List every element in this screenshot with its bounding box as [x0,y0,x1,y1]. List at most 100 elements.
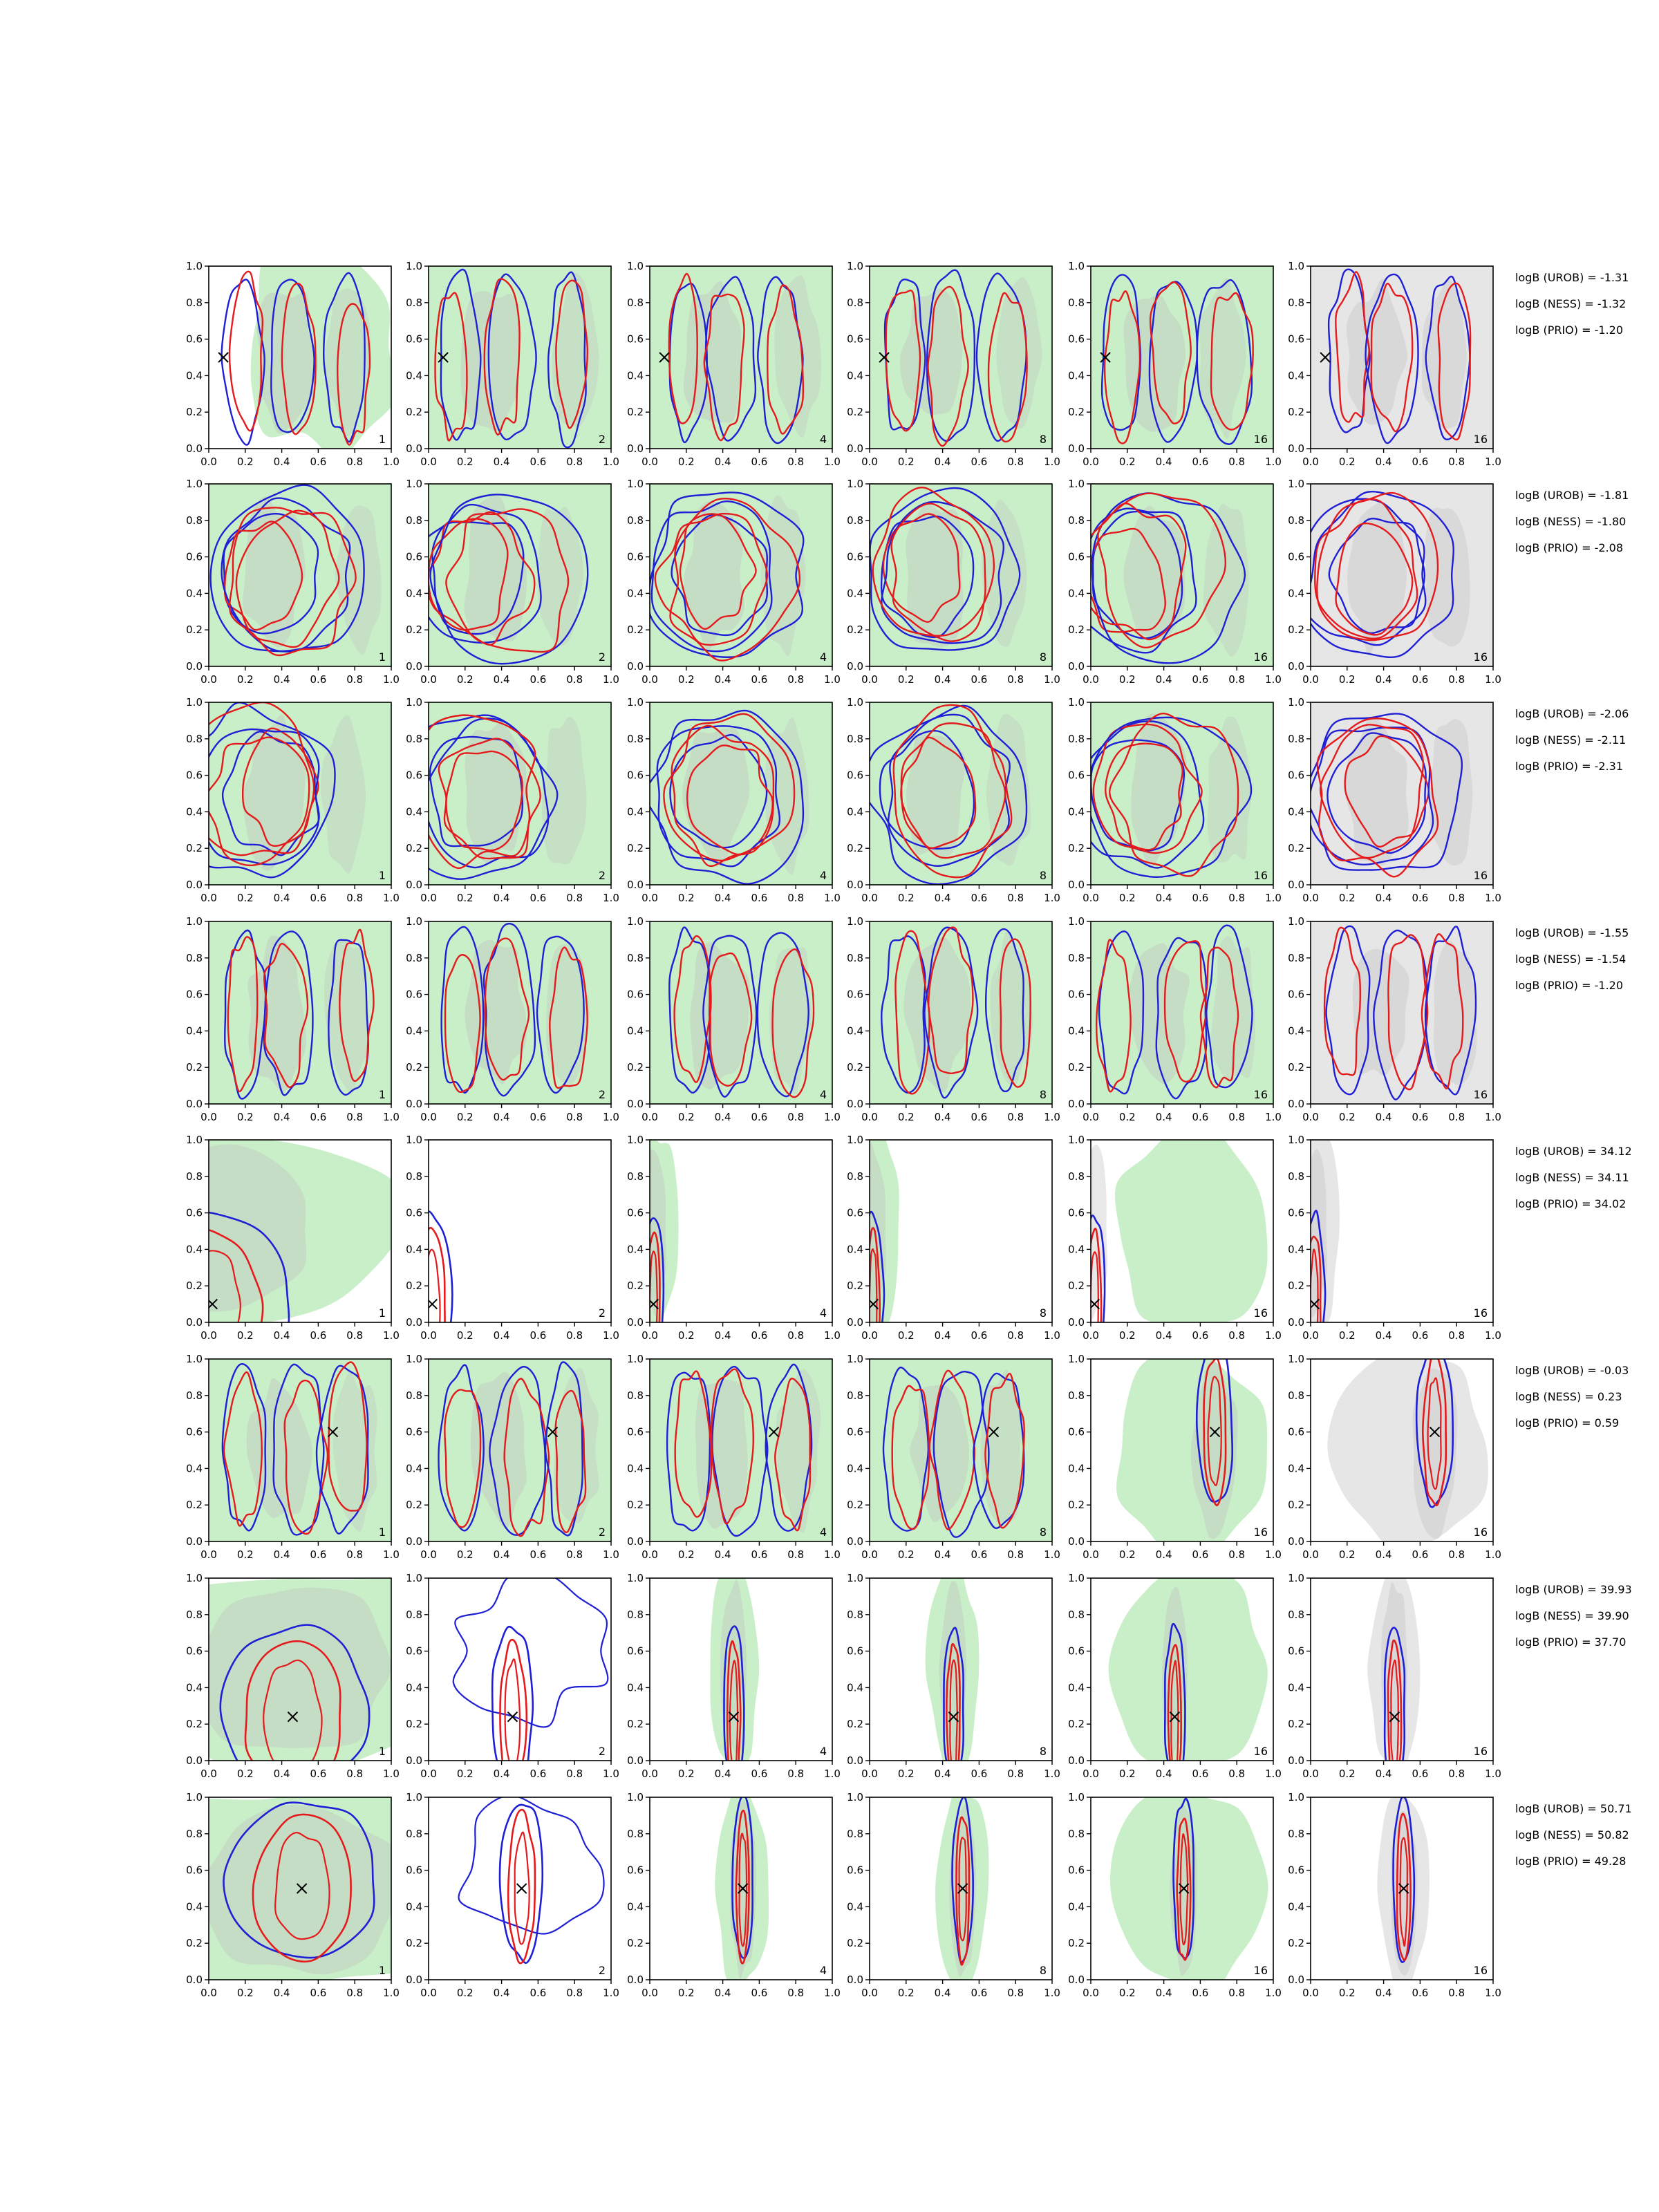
panel-r5-c6: 0.00.0 0.2 0.2 0.4 0.4 0.6 0.6 0.8 0.8 1.0 1.0 16 [1288,1134,1501,1342]
red-contour [654,512,769,646]
y-tick-label: 0.8 [1288,1389,1304,1402]
blue-contour [975,272,1027,442]
blue-contour [932,1371,990,1538]
panel-count-label: 2 [599,1526,606,1539]
y-tick-label: 0.2 [847,1499,863,1511]
y-tick-label: 0.2 [186,842,203,854]
y-tick-label: 1.0 [186,260,203,272]
x-tick-label: 0.6 [1412,1548,1428,1561]
axes-frame [1310,1577,1494,1761]
red-contour [1387,934,1429,1091]
red-contour [328,1361,368,1512]
red-contour [703,293,745,442]
y-tick-label: 0.6 [627,551,644,563]
panel-r3-c3: 0.00.0 0.2 0.2 0.4 0.4 0.6 0.6 0.8 0.8 1.0 1.0 4 [627,696,841,904]
y-tick-label: 1.0 [627,1791,644,1803]
x-tick-label: 0.8 [1228,1111,1245,1123]
x-tick-label: 0.6 [751,1987,767,1999]
x-tick-label: 0.4 [1156,1111,1172,1123]
blue-contour [1424,926,1477,1096]
x-tick-label: 0.4 [494,673,510,686]
axes-frame [1310,1797,1494,1980]
y-tick-label: 1.0 [406,478,422,490]
y-tick-label: 0.2 [627,1061,644,1074]
axes-frame [649,1797,833,1980]
y-tick-label: 0.6 [847,1426,863,1438]
y-tick-label: 0.6 [1288,769,1304,782]
y-tick-label: 0.0 [847,1316,863,1329]
panel-r7-c2: 0.00.0 0.2 0.2 0.4 0.4 0.6 0.6 0.8 0.8 1.0 1.0 2 [406,1572,619,1780]
x-tick-label: 0.6 [529,456,546,468]
y-tick-label: 0.6 [406,1426,422,1438]
blue-contour [1091,739,1185,852]
density-fill [429,921,611,1104]
x-tick-label: 0.0 [1302,892,1319,904]
x-tick-label: 1.0 [383,456,400,468]
y-tick-label: 1.0 [406,1353,422,1365]
x-tick-label: 0.6 [971,456,987,468]
panel-count-label: 16 [1254,869,1268,882]
panel-count-label: 4 [820,1745,827,1758]
panel-count-label: 16 [1254,1526,1268,1539]
red-contour [949,1659,958,1761]
blue-contour [223,513,319,635]
true-value-marker [438,352,449,363]
panel-count-label: 8 [1040,433,1047,446]
y-tick-label: 1.0 [627,1134,644,1146]
red-contour [209,736,310,867]
red-contour [894,930,930,1095]
y-tick-label: 0.2 [1288,1937,1304,1949]
y-tick-label: 1.0 [847,915,863,928]
density-fill [1311,702,1493,885]
axes-frame [649,921,833,1105]
axes-frame [1090,702,1274,885]
y-tick-label: 0.2 [186,624,203,636]
y-tick-label: 1.0 [186,1572,203,1584]
x-tick-label: 0.2 [237,1329,254,1342]
y-tick-label: 0.8 [186,733,203,745]
blue-contour [1311,1210,1327,1322]
x-tick-label: 1.0 [1044,456,1060,468]
logb-label: logB (NESS) = -1.80 [1515,515,1626,528]
logb-label: logB (PRIO) = 37.70 [1515,1635,1626,1649]
logb-label: logB (NESS) = -2.11 [1515,733,1626,747]
y-tick-label: 0.0 [406,1098,422,1110]
y-tick-label: 0.2 [406,624,422,636]
blue-contour [1091,1215,1106,1322]
y-tick-label: 1.0 [627,1572,644,1584]
panel-r1-c6: 0.00.0 0.2 0.2 0.4 0.4 0.6 0.6 0.8 0.8 1.0 1.0 16 [1288,260,1501,468]
x-tick-label: 0.6 [1192,892,1208,904]
panel-count-label: 1 [379,433,386,446]
axes-frame [649,1577,833,1761]
panel-r4-c6: 0.00.0 0.2 0.2 0.4 0.4 0.6 0.6 0.8 0.8 1.0 1.0 16 [1288,915,1501,1123]
x-tick-label: 1.0 [1485,456,1501,468]
density-core [1207,716,1252,863]
blue-contour [482,922,536,1097]
y-tick-label: 1.0 [847,478,863,490]
red-contour [1167,1644,1182,1761]
density-fill [1110,1797,1268,1980]
y-tick-label: 1.0 [1288,1134,1304,1146]
y-tick-label: 0.8 [627,733,644,745]
blue-contour [209,728,320,865]
y-tick-label: 0.0 [1068,442,1085,455]
density-core [1203,503,1249,657]
red-contour [1091,1251,1099,1322]
y-tick-label: 0.6 [186,1426,203,1438]
y-tick-label: 1.0 [627,915,644,928]
y-tick-label: 0.4 [1288,587,1304,599]
x-tick-label: 0.6 [1192,1987,1208,1999]
axes-frame [1310,483,1494,667]
x-tick-label: 0.2 [457,1111,474,1123]
x-tick-label: 0.4 [715,1111,731,1123]
y-tick-label: 0.0 [1068,1316,1085,1329]
x-tick-label: 0.4 [1376,456,1392,468]
x-tick-label: 0.8 [1448,1329,1465,1342]
y-tick-label: 0.8 [1068,1609,1085,1621]
x-tick-label: 0.8 [1007,1111,1024,1123]
panel-count-label: 16 [1254,433,1268,446]
true-value-marker [507,1711,518,1723]
y-tick-label: 1.0 [406,1134,422,1146]
x-tick-label: 0.4 [274,456,290,468]
blue-contour [536,935,585,1094]
